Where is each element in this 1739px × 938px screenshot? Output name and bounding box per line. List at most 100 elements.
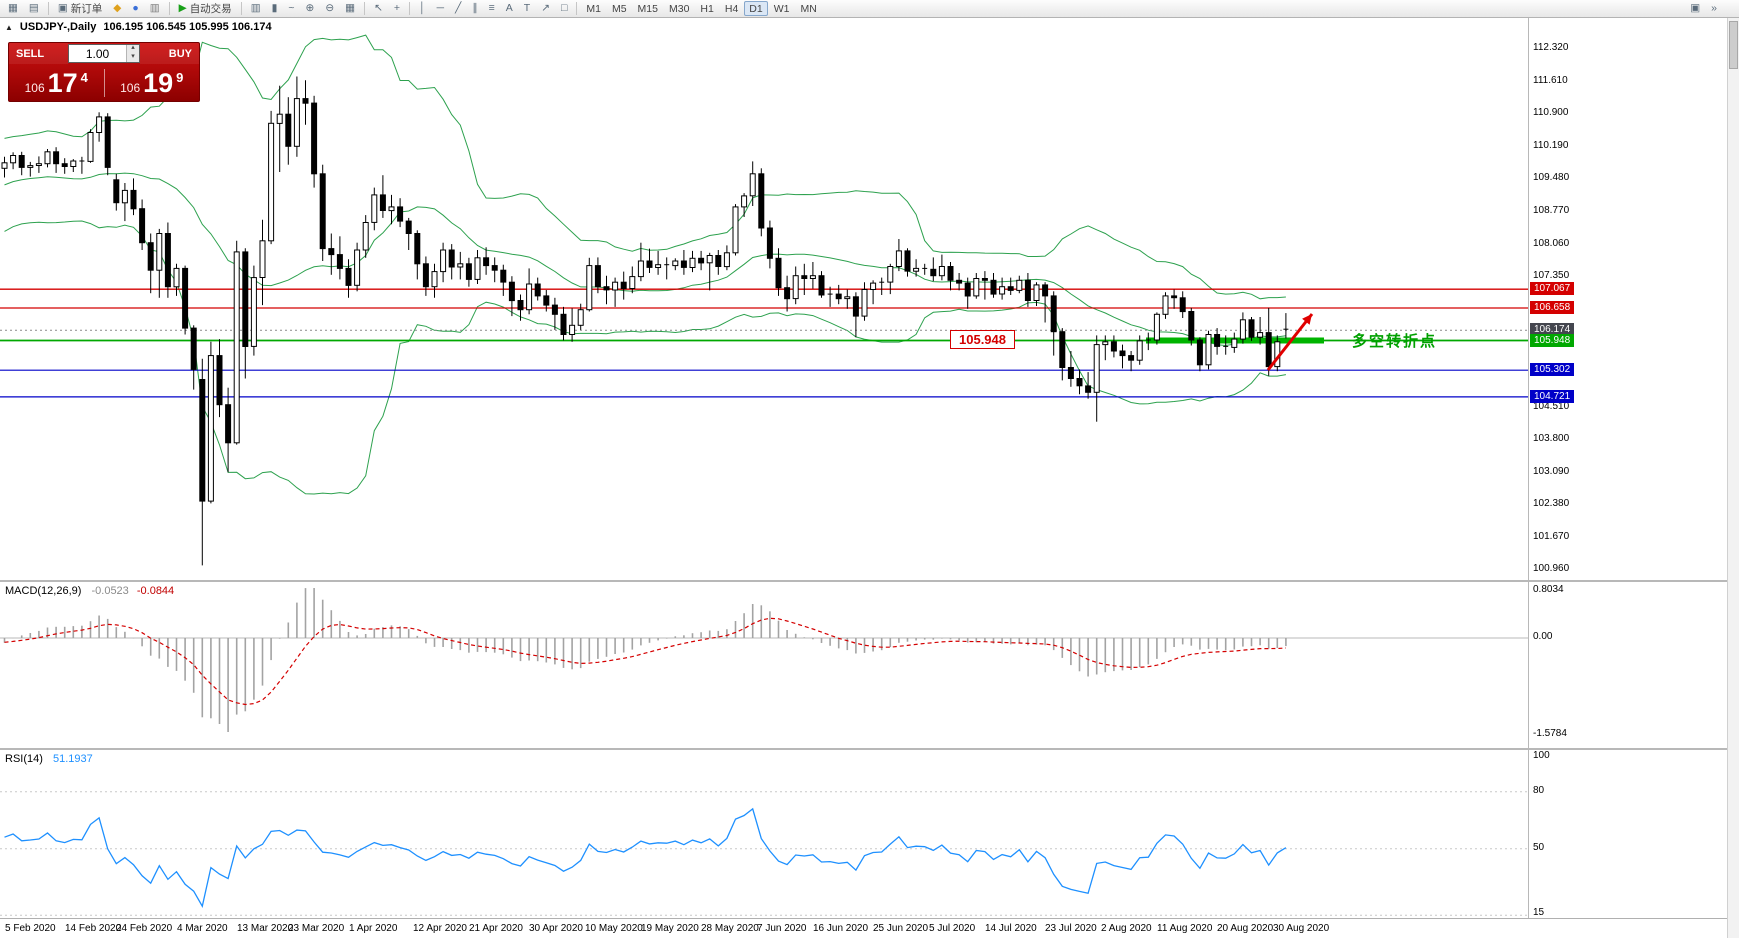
line-chart-mode[interactable]: ~ [283,1,299,16]
timeframe-m5[interactable]: M5 [607,1,632,16]
price-tag-104.721: 104.721 [1530,390,1575,403]
market-watch-icon: ● [132,2,139,15]
timeframe-mn[interactable]: MN [795,1,821,16]
macd-tick: 0.00 [1533,631,1553,642]
time-label: 14 Feb 2020 [65,923,122,934]
shapes-tool[interactable]: □ [556,1,572,16]
time-label: 21 Apr 2020 [469,923,523,934]
market-watch[interactable]: ● [127,1,143,16]
buy-price-button[interactable]: 106 19 9 [105,68,200,98]
vertical-scrollbar[interactable] [1727,18,1739,938]
new-chart[interactable]: ▦ [3,1,23,16]
time-label: 2 Aug 2020 [1101,923,1152,934]
buy-button[interactable]: BUY [140,43,199,64]
timeframe-h4[interactable]: H4 [720,1,743,16]
time-label: 13 Mar 2020 [237,923,294,934]
data-window[interactable]: ▥ [145,1,165,16]
price-tag-105.948: 105.948 [1530,334,1575,347]
new-order-label: 新订单 [70,3,103,15]
time-label: 14 Jul 2020 [985,923,1037,934]
rsi-panel[interactable]: RSI(14) 51.1937 100 80 50 15 [0,750,1739,918]
zoom-in[interactable]: ⊕ [301,1,320,16]
timeframe-w1[interactable]: W1 [769,1,795,16]
time-label: 30 Aug 2020 [1273,923,1330,934]
new-order-icon: ▣ [57,2,68,15]
toolbar-overflow[interactable]: » [1706,1,1722,16]
time-axis[interactable]: 5 Feb 2020 14 Feb 2020 24 Feb 2020 4 Mar 20… [0,918,1739,938]
fibonacci-tool-icon: ≡ [488,2,495,15]
price-tick: 110.190 [1533,140,1569,151]
price-tick: 110.900 [1533,107,1569,118]
shapes-tool-icon: □ [561,2,568,15]
timeframe-m30[interactable]: M30 [664,1,694,16]
sell-price-button[interactable]: 106 17 4 [9,68,104,98]
scrollbar-thumb[interactable] [1729,21,1738,69]
rsi-tick: 100 [1533,750,1550,761]
channel-tool[interactable]: ∥ [467,1,482,16]
label-tool[interactable]: T [519,1,535,16]
time-label: 10 May 2020 [585,923,643,934]
vertical-line-tool-icon: │ [419,2,426,15]
turning-point-label[interactable]: 多空转折点 [1352,333,1438,350]
timeframe-w1-label: W1 [773,2,790,15]
price-chart-canvas[interactable] [0,18,1528,580]
zoom-out-icon: ⊖ [325,2,335,15]
toolbar-separator [364,2,366,15]
panel-splitter-2[interactable] [0,748,1739,750]
lot-increase-button[interactable]: ▴ [127,44,139,54]
bar-chart-mode[interactable]: ▥ [246,1,266,16]
chart-window[interactable]: ▣ [1685,1,1705,16]
timeframe-d1[interactable]: D1 [744,1,768,16]
chart-profiles[interactable]: ▤ [24,1,44,16]
candlestick-mode[interactable]: ▮ [267,1,283,16]
time-label: 23 Mar 2020 [288,923,345,934]
time-label: 1 Apr 2020 [349,923,398,934]
price-tick: 102.380 [1533,498,1570,509]
macd-tick: 0.8034 [1533,584,1564,595]
price-annotation-box[interactable]: 105.948 [950,330,1015,349]
sell-button[interactable]: SELL [9,43,68,64]
new-order[interactable]: ▣ 新订单 [53,1,107,16]
rsi-tick: 80 [1533,785,1545,796]
macd-canvas[interactable] [0,582,1528,748]
lot-size-input[interactable] [69,45,126,62]
lot-decrease-button[interactable]: ▾ [127,53,139,62]
macd-header: MACD(12,26,9) -0.0523 -0.0844 [5,585,174,597]
favorites[interactable]: ◆ [108,1,126,16]
panel-splitter-1[interactable] [0,580,1739,582]
tile-windows[interactable]: ▦ [340,1,360,16]
price-tick: 100.960 [1533,563,1570,574]
sell-price-big: 17 [47,67,78,98]
fibonacci-tool[interactable]: ≡ [484,1,500,16]
line-chart-mode-icon: ~ [288,2,295,15]
auto-trading[interactable]: ▶ 自动交易 [174,1,237,16]
timeframe-h1[interactable]: H1 [695,1,718,16]
time-label: 4 Mar 2020 [177,923,228,934]
text-tool[interactable]: A [501,1,518,16]
bar-chart-mode-icon: ▥ [250,2,261,15]
rsi-canvas[interactable] [0,750,1528,918]
toolbar-left: ▦ ▤ ▣ 新订单 ◆ ● ▥ ▶ 自动交易 ▥ ▮ ~ ⊕ ⊖ ▦ ↖ + │ ─ ╱ ∥ ≡ A T ↗ □ M1 M5 M15 M3… [3,1,822,16]
price-tag-107.067: 107.067 [1530,282,1575,295]
cursor-tool[interactable]: ↖ [369,1,388,16]
one-click-toggle-icon[interactable]: ▲ [5,22,13,32]
crosshair-tool[interactable]: + [389,1,405,16]
macd-main-value: -0.0523 [91,585,129,597]
rsi-tick: 15 [1533,907,1545,918]
timeframe-m1[interactable]: M1 [581,1,606,16]
up-arrow[interactable] [1266,313,1314,371]
arrows-tool[interactable]: ↗ [536,1,555,16]
zoom-out[interactable]: ⊖ [320,1,339,16]
auto-trading-icon: ▶ [178,2,187,15]
horizontal-line-tool[interactable]: ─ [432,1,449,16]
timeframe-m15[interactable]: M15 [633,1,663,16]
trendline-tool[interactable]: ╱ [450,1,466,16]
timeframe-mn-label: MN [800,2,817,15]
up-arrow-head [1302,314,1312,325]
macd-panel[interactable]: MACD(12,26,9) -0.0523 -0.0844 0.8034 0.00… [0,582,1739,748]
chart-ohlc-values: 106.195 106.545 105.995 106.174 [103,21,272,33]
timeframe-m1-label: M1 [586,2,601,15]
main-chart-panel[interactable]: ▲ USDJPY-,Daily 106.195 106.545 105.995 … [0,18,1739,580]
vertical-line-tool[interactable]: │ [414,1,431,16]
